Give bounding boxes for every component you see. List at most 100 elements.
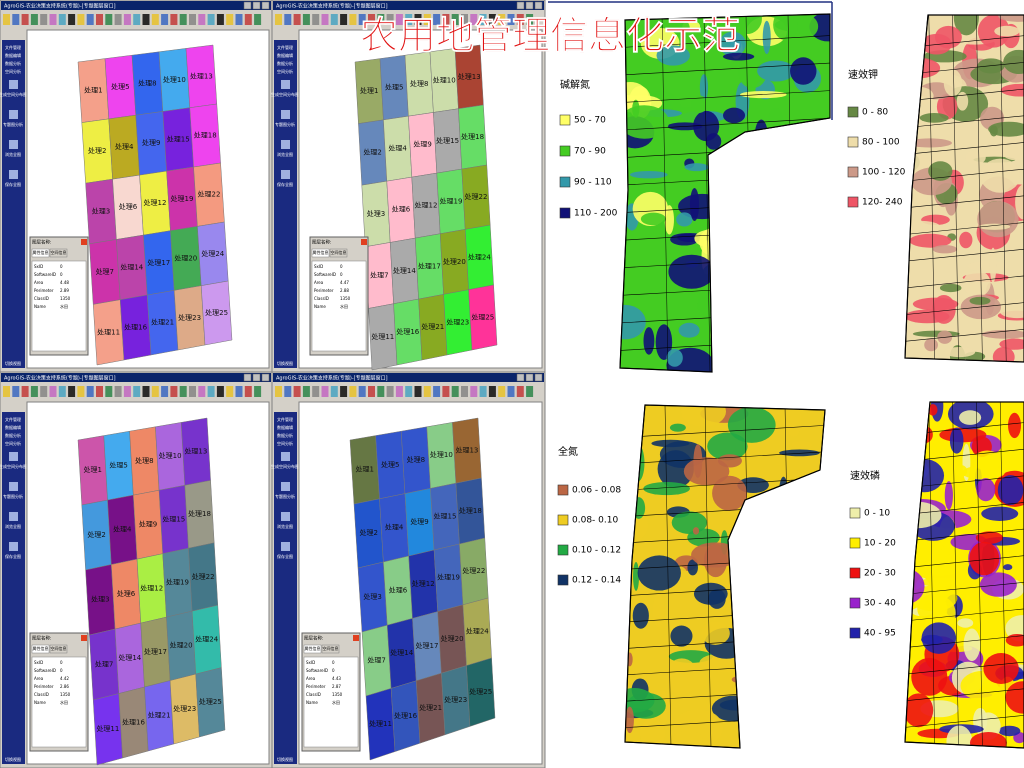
toolbar-icon[interactable] <box>423 386 431 397</box>
toolbar-icon[interactable] <box>330 386 338 397</box>
toolbar-icon[interactable] <box>58 386 66 397</box>
toolbar-icon[interactable] <box>395 14 403 25</box>
menu-item[interactable]: 数据分析 <box>5 432 21 438</box>
toolbar-icon[interactable] <box>77 386 85 397</box>
menu-item[interactable]: 数据编辑 <box>5 424 21 430</box>
menu-item[interactable]: 文件管理 <box>277 416 293 422</box>
toolbar-icon[interactable] <box>40 14 48 25</box>
toolbar-icon[interactable] <box>254 14 262 25</box>
toolbar-icon[interactable] <box>96 14 103 25</box>
toolbar-icon[interactable] <box>423 14 431 25</box>
toolbar-icon[interactable] <box>170 14 178 25</box>
toolbar-icon[interactable] <box>498 386 506 397</box>
window-button[interactable] <box>534 1 543 10</box>
toolbar-icon[interactable] <box>386 386 394 397</box>
toolbar-icon[interactable] <box>3 386 10 397</box>
toolbar-icon[interactable] <box>433 14 441 25</box>
window-button[interactable] <box>252 373 261 382</box>
toolbar-icon[interactable] <box>3 14 10 25</box>
toolbar-icon[interactable] <box>142 14 150 25</box>
menu-item[interactable]: 浏览全图 <box>277 523 293 529</box>
window-button[interactable] <box>243 1 252 10</box>
panel-tab[interactable] <box>49 644 68 654</box>
toolbar-icon[interactable] <box>226 386 234 397</box>
toolbar-icon[interactable] <box>86 14 94 25</box>
window-button[interactable] <box>516 1 525 10</box>
menu-item[interactable]: 保存全图 <box>5 181 21 187</box>
toolbar-icon[interactable] <box>414 386 422 397</box>
toolbar-icon[interactable] <box>284 386 292 397</box>
menu-item[interactable]: 浏览全图 <box>5 523 21 529</box>
menu-item[interactable]: 生成空间分布图 <box>0 91 27 97</box>
menu-item[interactable]: 空间分析 <box>277 68 293 74</box>
menu-item[interactable]: 生成空间分布图 <box>0 463 27 469</box>
toolbar-icon[interactable] <box>114 386 122 397</box>
toolbar-icon[interactable] <box>216 386 224 397</box>
toolbar-icon[interactable] <box>49 14 57 25</box>
menu-item[interactable]: 数据分析 <box>277 432 293 438</box>
toolbar-icon[interactable] <box>123 386 131 397</box>
panel-tab[interactable] <box>31 644 50 654</box>
toolbar-icon[interactable] <box>114 14 122 25</box>
toolbar-icon[interactable] <box>21 14 29 25</box>
toolbar-icon[interactable] <box>488 14 496 25</box>
toolbar-icon[interactable] <box>479 386 487 397</box>
toolbar-icon[interactable] <box>254 386 262 397</box>
toolbar-icon[interactable] <box>96 386 103 397</box>
toolbar-icon[interactable] <box>358 14 366 25</box>
toolbar-icon[interactable] <box>105 14 113 25</box>
panel-tab[interactable] <box>311 248 330 258</box>
toolbar-icon[interactable] <box>340 14 348 25</box>
toolbar-icon[interactable] <box>340 386 348 397</box>
panel-tab[interactable] <box>31 248 50 258</box>
toolbar-icon[interactable] <box>507 14 515 25</box>
menu-item[interactable]: 浏览全图 <box>5 151 21 157</box>
toolbar-icon[interactable] <box>312 14 320 25</box>
menu-item[interactable]: 文件管理 <box>5 416 21 422</box>
window-button[interactable] <box>525 373 534 382</box>
window-button[interactable] <box>261 373 270 382</box>
toolbar-icon[interactable] <box>507 386 515 397</box>
toolbar-icon[interactable] <box>330 14 338 25</box>
menu-item[interactable]: 文件管理 <box>5 44 21 50</box>
toolbar-icon[interactable] <box>68 14 76 25</box>
toolbar-icon[interactable] <box>161 386 169 397</box>
toolbar-icon[interactable] <box>179 386 187 397</box>
toolbar-icon[interactable] <box>461 386 468 397</box>
toolbar-icon[interactable] <box>293 14 301 25</box>
toolbar-icon[interactable] <box>244 386 252 397</box>
toolbar-icon[interactable] <box>302 14 310 25</box>
toolbar-icon[interactable] <box>198 14 206 25</box>
panel-close[interactable] <box>81 239 87 245</box>
toolbar-icon[interactable] <box>321 14 329 25</box>
menu-item[interactable]: 数据编辑 <box>277 52 293 58</box>
toolbar-icon[interactable] <box>349 386 357 397</box>
menu-item[interactable]: 专题图分析 <box>275 493 295 499</box>
window-button[interactable] <box>525 1 534 10</box>
toolbar-icon[interactable] <box>49 386 57 397</box>
toolbar-icon[interactable] <box>526 14 534 25</box>
menu-item[interactable]: 专题图分析 <box>275 121 295 127</box>
toolbar-icon[interactable] <box>161 14 169 25</box>
toolbar-icon[interactable] <box>442 386 450 397</box>
toolbar-icon[interactable] <box>498 14 506 25</box>
toolbar-icon[interactable] <box>405 386 413 397</box>
toolbar-icon[interactable] <box>189 14 196 25</box>
panel-close[interactable] <box>361 239 367 245</box>
toolbar-icon[interactable] <box>216 14 224 25</box>
panel-tab[interactable] <box>49 248 68 258</box>
menu-item[interactable]: 数据分析 <box>277 60 293 66</box>
toolbar-icon[interactable] <box>377 14 385 25</box>
menu-item[interactable]: 数据编辑 <box>5 52 21 58</box>
toolbar-icon[interactable] <box>479 14 487 25</box>
toolbar-icon[interactable] <box>68 386 76 397</box>
menu-item[interactable]: 生成空间分布图 <box>271 91 299 97</box>
menu-item[interactable]: 专题图分析 <box>3 493 23 499</box>
toolbar-icon[interactable] <box>349 14 357 25</box>
toolbar-icon[interactable] <box>30 386 38 397</box>
toolbar-icon[interactable] <box>488 386 496 397</box>
toolbar-icon[interactable] <box>461 14 468 25</box>
toolbar-icon[interactable] <box>207 14 215 25</box>
panel-tab[interactable] <box>329 248 348 258</box>
menu-item[interactable]: 浏览全图 <box>277 151 293 157</box>
